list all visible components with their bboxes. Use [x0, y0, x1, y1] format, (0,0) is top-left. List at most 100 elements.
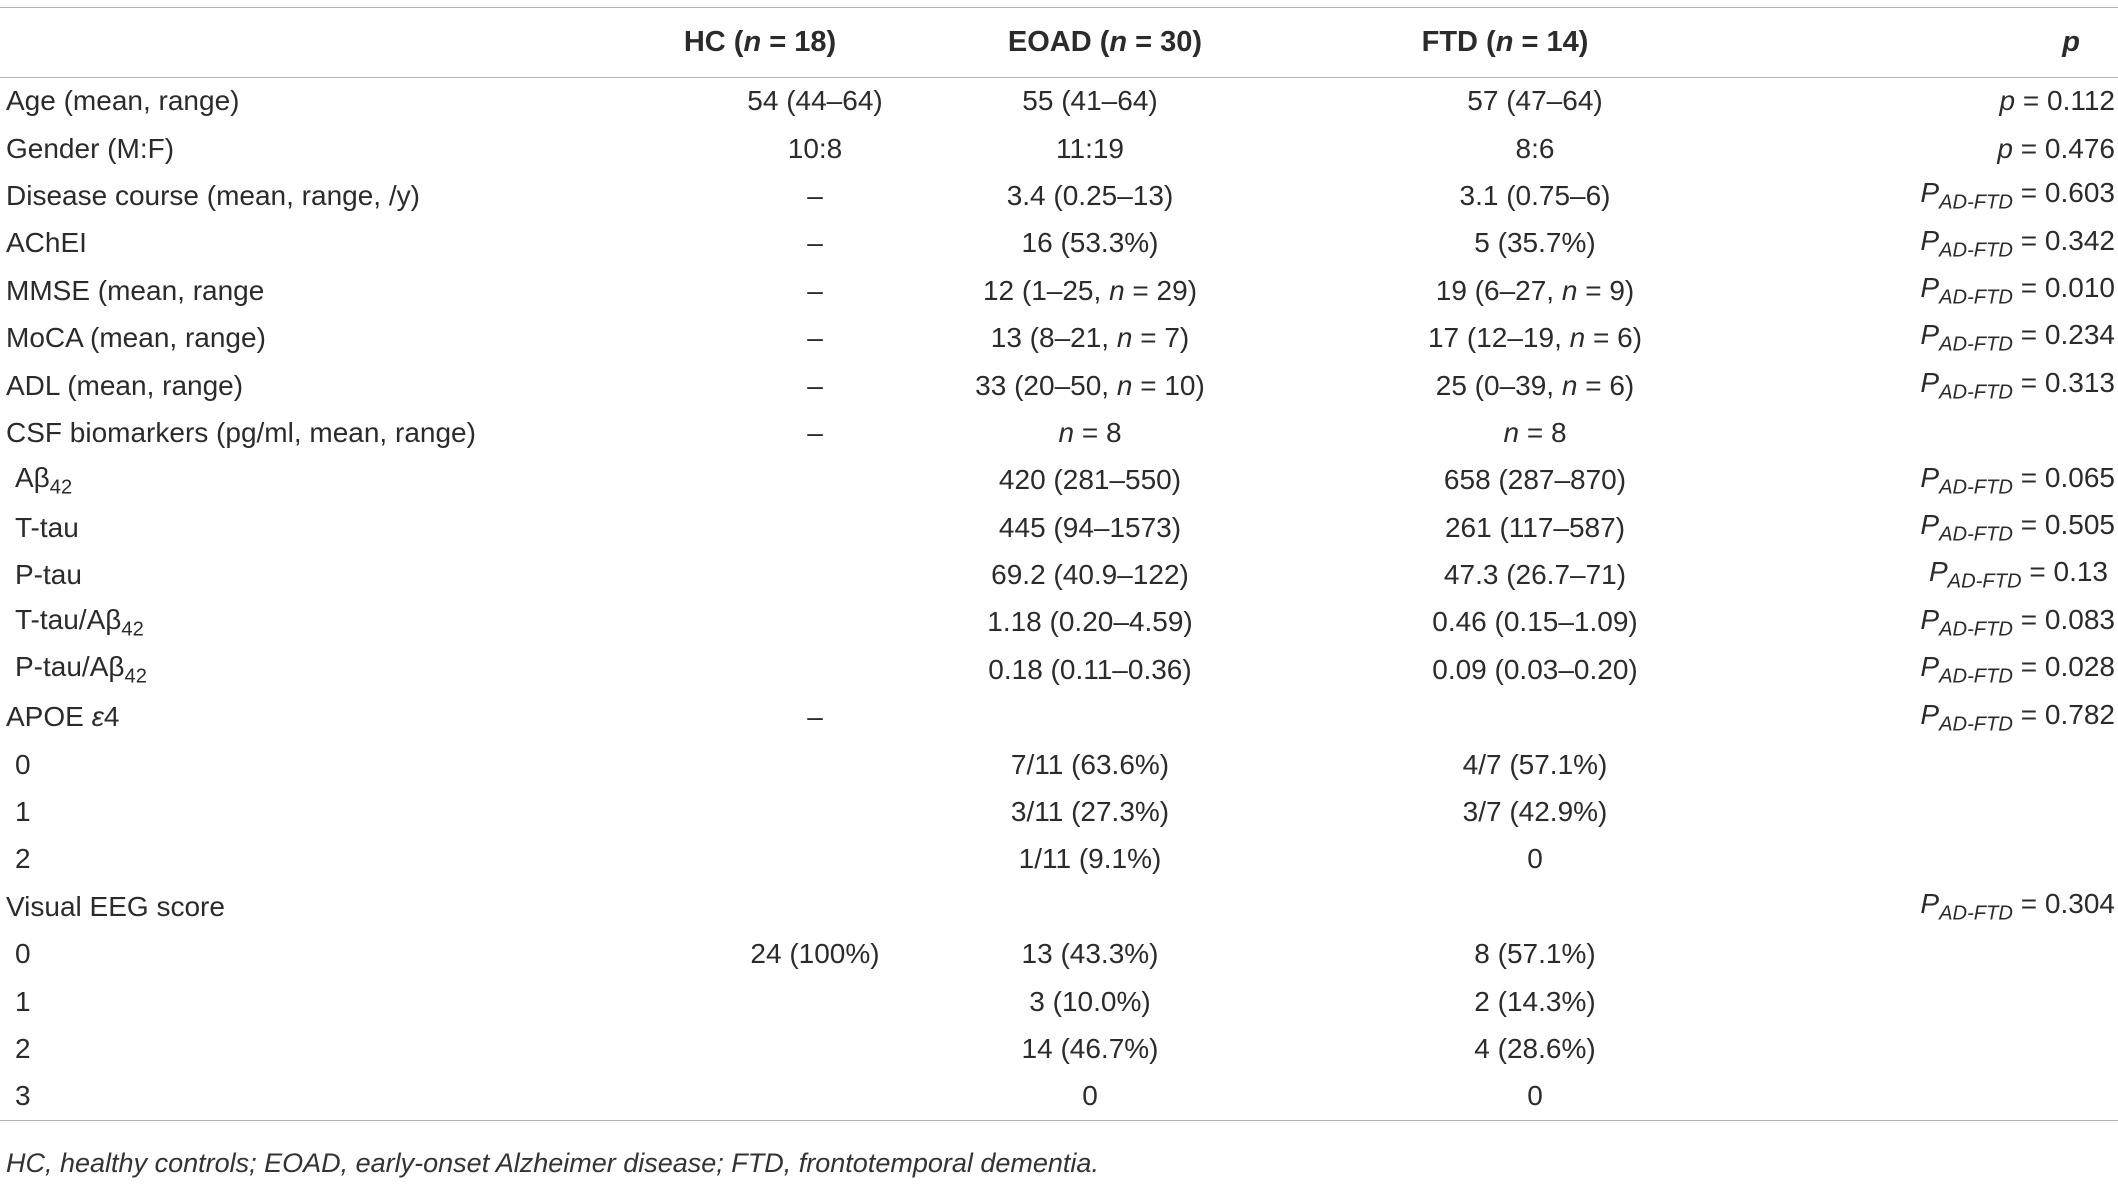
eoad-cell: 33 (20–50, n = 10) — [920, 362, 1290, 409]
p-symbol: p — [1999, 85, 2016, 117]
row-label-text: APOE — [6, 701, 92, 733]
ftd-cell: 17 (12–19, n = 6) — [1290, 314, 1720, 361]
ftd-value-suffix: = 6) — [1585, 322, 1643, 354]
ftd-value-text: 0.46 (0.15–1.09) — [1432, 606, 1638, 638]
hc-cell — [600, 599, 920, 646]
p-value-text: 0.782 — [2044, 698, 2115, 730]
ftd-value-italic: n — [1561, 274, 1578, 306]
hc-value-text: 10:8 — [787, 132, 843, 164]
p-value-cell — [1720, 741, 2118, 788]
row-label-cell: P-tau/Aβ42 — [0, 646, 600, 693]
row-label-text: Gender (M:F) — [6, 132, 175, 164]
eoad-cell: 13 (43.3%) — [920, 931, 1290, 978]
ftd-value-italic: n — [1503, 416, 1520, 448]
table-row: MoCA (mean, range) –13 (8–21, n = 7) 17 (1… — [0, 314, 2118, 361]
ftd-cell: 4/7 (57.1%) — [1290, 741, 1720, 788]
ftd-cell: 3.1 (0.75–6) — [1290, 172, 1720, 219]
row-label-text: ADL (mean, range) — [6, 369, 244, 401]
p-value-cell: PAD-FTD = 0.083 — [1720, 599, 2118, 646]
p-value-cell: PAD-FTD = 0.234 — [1720, 314, 2118, 361]
eoad-value-text: 12 (1–25, — [982, 274, 1110, 306]
ftd-value-italic: n — [1561, 369, 1578, 401]
row-label-cell: P-tau — [0, 551, 600, 598]
hc-value-text: – — [807, 416, 823, 448]
table-row: 1 3/11 (27.3%) 3/7 (42.9%) — [0, 788, 2118, 835]
hc-cell — [600, 1073, 920, 1120]
row-label-text: 1 — [15, 796, 31, 828]
row-label-subscript: 42 — [49, 476, 73, 499]
ftd-value-suffix: = 8 — [1519, 416, 1567, 448]
hc-cell: – — [600, 314, 920, 361]
eoad-cell: 3/11 (27.3%) — [920, 788, 1290, 835]
header-row: HC (n = 18) EOAD (n = 30) FTD (n = 14) p — [0, 7, 2118, 78]
eoad-cell: 11:19 — [920, 125, 1290, 172]
ftd-cell: 57 (47–64) — [1290, 78, 1720, 125]
hc-value-text: – — [807, 701, 823, 733]
table-row: APOE ε4 – PAD-FTD = 0.782 — [0, 694, 2118, 741]
equals-sign: = — [2015, 85, 2047, 117]
table-row: Gender (M:F) 10:8 11:19 8:6 p = 0.476 — [0, 125, 2118, 172]
ftd-cell: 8:6 — [1290, 125, 1720, 172]
eoad-cell: 3 (10.0%) — [920, 978, 1290, 1025]
eoad-value-italic: n — [1116, 322, 1133, 354]
eoad-cell: n = 8 — [920, 409, 1290, 456]
eoad-value-text: 1/11 (9.1%) — [1018, 843, 1162, 875]
table-row: Age (mean, range) 54 (44–64) 55 (41–64) 57 … — [0, 78, 2118, 125]
ftd-value-text: 19 (6–27, — [1435, 274, 1562, 306]
p-value-cell: p = 0.112 — [1720, 78, 2118, 125]
eoad-cell: 0.18 (0.11–0.36) — [920, 646, 1290, 693]
p-value-text: 0.112 — [2047, 85, 2115, 117]
hc-value-text: – — [807, 369, 823, 401]
equals-sign: = — [2013, 132, 2045, 164]
p-value-text: 0.083 — [2044, 603, 2115, 635]
eoad-cell: 7/11 (63.6%) — [920, 741, 1290, 788]
eoad-cell: 69.2 (40.9–122) — [920, 551, 1290, 598]
ftd-cell: 19 (6–27, n = 9) — [1290, 267, 1720, 314]
hc-cell — [600, 1025, 920, 1072]
ftd-value-text: 8 (57.1%) — [1474, 938, 1596, 970]
table-row: 0 7/11 (63.6%) 4/7 (57.1%) — [0, 741, 2118, 788]
eoad-cell: 13 (8–21, n = 7) — [920, 314, 1290, 361]
eoad-value-text: 14 (46.7%) — [1021, 1033, 1159, 1064]
eoad-cell — [920, 883, 1290, 930]
hc-cell — [600, 646, 920, 693]
row-label-text: T-tau/Aβ — [15, 603, 122, 635]
p-subscript: AD-FTD — [1939, 286, 2013, 309]
p-symbol: P — [1920, 698, 1940, 730]
row-label-cell: 2 — [0, 1025, 600, 1072]
hc-value-text: 54 (44–64) — [747, 85, 883, 117]
p-symbol: P — [1920, 508, 1940, 540]
equals-sign: = — [2013, 461, 2045, 493]
p-value-cell — [1720, 409, 2118, 456]
row-label-cell: Age (mean, range) — [0, 78, 600, 125]
table-row: T-tau/Aβ42 1.18 (0.20–4.59) 0.46 (0.15–1.0… — [0, 599, 2118, 646]
p-symbol: P — [1920, 319, 1940, 351]
ftd-value-text: 5 (35.7%) — [1474, 227, 1596, 259]
eoad-cell: 3.4 (0.25–13) — [920, 172, 1290, 219]
table-row: 3 0 0 — [0, 1073, 2118, 1121]
hc-cell: – — [600, 362, 920, 409]
equals-sign: = — [2013, 319, 2045, 351]
hc-cell: 24 (100%) — [600, 931, 920, 978]
p-value-text: 0.065 — [2044, 461, 2115, 493]
p-value-text: 0.010 — [2044, 272, 2115, 304]
ftd-cell: 0 — [1290, 836, 1720, 883]
eoad-value-text: 69.2 (40.9–122) — [991, 559, 1189, 591]
row-label-cell: Visual EEG score — [0, 883, 600, 930]
p-value-cell — [1720, 788, 2118, 835]
row-label-cell: APOE ε4 — [0, 694, 600, 741]
p-value-text: 0.234 — [2044, 319, 2115, 351]
eoad-value-suffix: = 29) — [1124, 274, 1198, 306]
hc-cell: – — [600, 220, 920, 267]
ftd-cell: 2 (14.3%) — [1290, 978, 1720, 1025]
row-label-italic: ε — [91, 701, 104, 733]
p-value-cell: PAD-FTD = 0.313 — [1720, 362, 2118, 409]
row-label-text: 2 — [15, 843, 31, 875]
ftd-value-italic: n — [1569, 322, 1586, 354]
eoad-cell: 12 (1–25, n = 29) — [920, 267, 1290, 314]
row-label-cell: 2 — [0, 836, 600, 883]
eoad-value-text: 3 (10.0%) — [1029, 985, 1151, 1017]
table-row: T-tau 445 (94–1573) 261 (117–587) PAD-FTD =… — [0, 504, 2118, 551]
p-subscript: AD-FTD — [1939, 523, 2013, 546]
eoad-value-text: 420 (281–550) — [998, 464, 1182, 496]
